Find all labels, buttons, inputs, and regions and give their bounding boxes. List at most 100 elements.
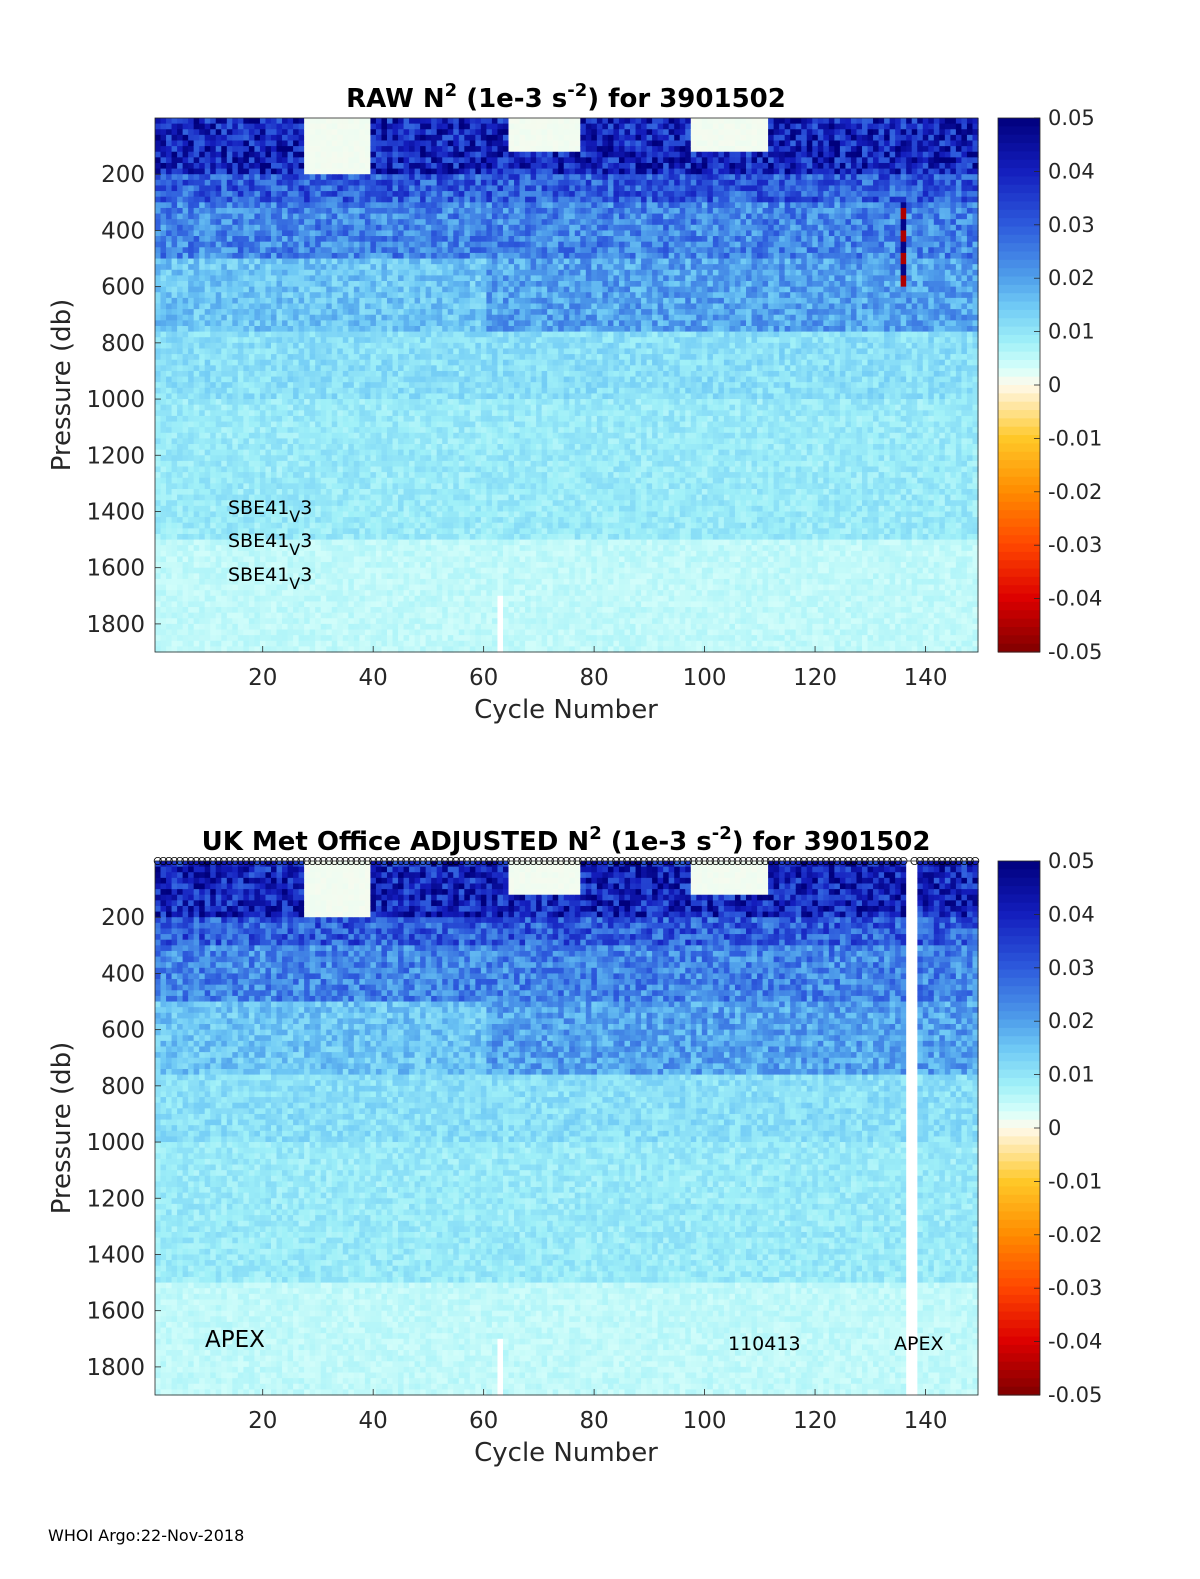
heatmap-cell [326, 241, 333, 248]
heatmap-cell [304, 623, 311, 631]
heatmap-cell [420, 286, 427, 293]
heatmap-cell [243, 449, 250, 456]
heatmap-cell [221, 472, 228, 479]
heatmap-cell [398, 247, 405, 254]
heatmap-cell [248, 528, 256, 535]
heatmap-cell [420, 533, 427, 541]
heatmap-cell [359, 393, 366, 400]
heatmap-cell [287, 292, 294, 299]
heatmap-cell [331, 466, 338, 473]
heatmap-cell [287, 157, 294, 164]
heatmap-cell [364, 472, 372, 479]
heatmap-cell [304, 297, 311, 305]
heatmap-cell [259, 348, 267, 355]
heatmap-cell [304, 258, 311, 265]
heatmap-cell [265, 573, 272, 580]
heatmap-cell [392, 410, 399, 417]
heatmap-cell [337, 342, 344, 350]
heatmap-cell [254, 236, 261, 243]
heatmap-cell [337, 578, 344, 586]
heatmap-cell [282, 303, 289, 310]
heatmap-cell [392, 230, 399, 237]
heatmap-cell [171, 635, 178, 642]
heatmap-cell [248, 511, 256, 518]
heatmap-cell [359, 590, 366, 597]
heatmap-cell [326, 129, 333, 136]
heatmap-cell [171, 494, 178, 501]
heatmap-cell [370, 522, 377, 529]
heatmap-cell [171, 590, 178, 597]
heatmap-cell [320, 455, 327, 462]
heatmap-cell [270, 129, 278, 136]
heatmap-cell [210, 151, 217, 158]
heatmap-cell [392, 219, 399, 226]
heatmap-cell [259, 292, 267, 299]
heatmap-cell [287, 556, 294, 563]
heatmap-cell [265, 556, 272, 563]
heatmap-cell [270, 472, 278, 479]
heatmap-cell [364, 607, 372, 614]
heatmap-cell [293, 354, 300, 361]
heatmap-cell [414, 601, 421, 608]
heatmap-cell [248, 370, 256, 378]
heatmap-cell [386, 286, 394, 293]
heatmap-cell [221, 500, 228, 507]
heatmap-cell [160, 646, 167, 653]
heatmap-cell [331, 365, 338, 372]
heatmap-cell [298, 264, 305, 271]
heatmap-cell [248, 522, 256, 529]
heatmap-cell [232, 528, 239, 535]
heatmap-cell [248, 466, 256, 473]
heatmap-cell [431, 185, 438, 192]
heatmap-cell [398, 118, 405, 125]
heatmap-cell [403, 528, 410, 535]
heatmap-cell [420, 297, 427, 305]
heatmap-cell [409, 387, 416, 395]
heatmap-cell [293, 387, 300, 395]
heatmap-cell [215, 224, 222, 232]
heatmap-cell [248, 365, 256, 372]
heatmap-cell [199, 303, 206, 310]
heatmap-cell [166, 500, 173, 507]
heatmap-cell [160, 281, 167, 288]
heatmap-cell [420, 365, 427, 372]
heatmap-cell [414, 432, 421, 439]
heatmap-cell [199, 151, 206, 158]
heatmap-cell [342, 590, 349, 597]
heatmap-cell [265, 264, 272, 271]
heatmap-cell [204, 264, 211, 271]
heatmap-cell [364, 511, 372, 518]
heatmap-cell [155, 494, 162, 501]
heatmap-cell [265, 269, 272, 276]
heatmap-cell [398, 539, 405, 546]
heatmap-cell [309, 241, 316, 248]
heatmap-cell [304, 444, 311, 451]
heatmap-cell [337, 320, 344, 327]
heatmap-cell [282, 393, 289, 400]
heatmap-cell [304, 646, 311, 653]
heatmap-cell [221, 185, 228, 192]
heatmap-cell [254, 303, 261, 310]
heatmap-cell [326, 185, 333, 192]
heatmap-cell [442, 309, 449, 316]
heatmap-cell [188, 354, 195, 361]
heatmap-cell [425, 376, 432, 383]
heatmap-cell [370, 500, 377, 507]
heatmap-cell [287, 224, 294, 232]
heatmap-cell [199, 500, 206, 507]
heatmap-cell [254, 140, 261, 147]
heatmap-cell [315, 258, 322, 265]
heatmap-cell [160, 230, 167, 237]
heatmap-cell [304, 567, 311, 574]
heatmap-cell [304, 483, 311, 490]
heatmap-cell [409, 162, 416, 170]
heatmap-cell [398, 146, 405, 153]
heatmap-cell [436, 241, 443, 248]
heatmap-cell [342, 505, 349, 513]
heatmap-cell [342, 550, 349, 558]
heatmap-cell [359, 517, 366, 524]
heatmap-cell [177, 309, 184, 316]
heatmap-cell [199, 325, 206, 333]
heatmap-cell [398, 269, 405, 276]
heatmap-cell [414, 309, 421, 316]
